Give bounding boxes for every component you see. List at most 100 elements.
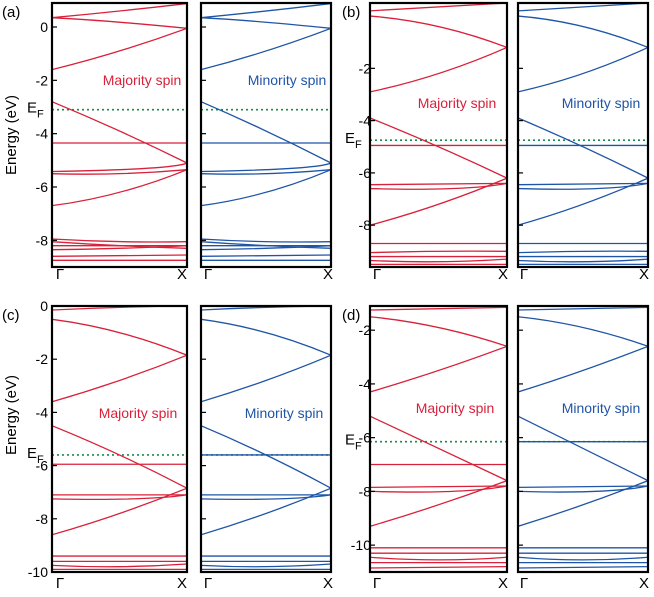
y-tick-label: -8 [36, 511, 49, 527]
band-line [52, 425, 187, 489]
plot-frame [199, 304, 333, 574]
svg-text:EF: EF [27, 445, 44, 466]
band-line [518, 3, 648, 12]
band-line [201, 245, 331, 251]
band-line [370, 485, 507, 493]
plot-frame [516, 1, 650, 269]
band-line [370, 306, 507, 311]
y-tick-labels: -2 -4 -6 -8 [359, 60, 372, 233]
band-line [370, 345, 507, 393]
band-line [370, 117, 507, 179]
band-line [370, 415, 507, 482]
fermi-label: EF [27, 445, 44, 466]
band-line [52, 254, 187, 257]
band-line [518, 46, 648, 93]
y-axis-title-top: Energy (eV) [3, 95, 20, 175]
band-line [518, 485, 648, 493]
band-line [201, 354, 331, 403]
band-line [518, 250, 648, 254]
band-line [201, 425, 331, 489]
fermi-label: EF [345, 130, 362, 151]
band-line [201, 241, 331, 249]
x-tick-x: X [498, 266, 508, 283]
y-tick-label: -6 [359, 430, 372, 446]
plot-frame [199, 1, 333, 269]
band-line [370, 177, 507, 226]
y-tick-label: -6 [36, 179, 49, 195]
band-line [518, 345, 648, 393]
x-tick-x: X [323, 266, 333, 283]
y-tick-label: -8 [36, 232, 49, 248]
majority-spin-label: Majority spin [418, 95, 497, 111]
band-line [370, 46, 507, 93]
y-tick-labels: 0 -2 -4 -6 -8 -10 [28, 298, 48, 580]
band-line [370, 258, 507, 263]
x-tick-gamma: Γ [204, 575, 212, 592]
band-line [518, 556, 648, 561]
panel-label: (d) [342, 307, 360, 324]
band-line [201, 27, 331, 71]
band-line [52, 169, 187, 175]
x-tick-gamma: Γ [520, 575, 528, 592]
panel-label: (c) [2, 307, 20, 324]
bands [52, 3, 187, 261]
band-line [518, 182, 648, 190]
y-tick-label: -2 [359, 322, 372, 338]
svg-text:EF: EF [27, 100, 44, 121]
band-line [370, 480, 507, 527]
band-line [518, 182, 648, 186]
plot-frame [516, 304, 650, 574]
band-line [201, 169, 331, 207]
band-line [201, 238, 331, 243]
x-tick-x: X [639, 266, 649, 283]
majority-spin-plot: Majority spin Γ X [50, 1, 189, 283]
x-tick-x: X [498, 575, 508, 592]
band-line [201, 3, 331, 19]
minority-spin-label: Minority spin [248, 72, 327, 88]
minority-spin-plot: Minority spin Γ X [516, 1, 650, 283]
band-line [518, 415, 648, 482]
svg-text:EF: EF [345, 130, 362, 151]
y-tick-label: -4 [359, 376, 372, 392]
y-tick-label: -10 [28, 564, 48, 580]
y-tick-label: -6 [36, 458, 49, 474]
bands [52, 306, 187, 570]
x-tick-x: X [177, 266, 187, 283]
y-tick-label: -2 [36, 72, 49, 88]
band-line [518, 485, 648, 489]
majority-spin-plot: Majority spin Γ X [368, 1, 509, 283]
y-tick-label: 0 [40, 19, 48, 35]
band-line [201, 17, 331, 29]
band-line [52, 563, 187, 568]
svg-text:EF: EF [345, 432, 362, 453]
y-tick-label: -4 [36, 404, 49, 420]
bands [201, 3, 331, 261]
x-tick-gamma: Γ [520, 266, 528, 283]
band-line [370, 182, 507, 190]
y-tick-label: -2 [359, 60, 372, 76]
band-line [370, 250, 507, 254]
bands [518, 306, 648, 569]
bands [370, 3, 507, 266]
band-line [52, 238, 187, 243]
band-line [201, 101, 331, 164]
band-line [518, 117, 648, 179]
x-tick-gamma: Γ [56, 575, 64, 592]
band-line [52, 101, 187, 164]
majority-spin-label: Majority spin [99, 405, 178, 421]
bands [201, 306, 331, 570]
band-line [518, 177, 648, 226]
band-line [52, 27, 187, 71]
y-tick-label: -8 [359, 483, 372, 499]
panel-label: (b) [342, 4, 360, 21]
band-line [201, 494, 331, 500]
band-line [370, 15, 507, 49]
bands [518, 3, 648, 266]
y-tick-label: -10 [351, 537, 371, 553]
y-tick-label: -2 [36, 351, 49, 367]
y-tick-label: -6 [359, 165, 372, 181]
band-line [201, 563, 331, 568]
plot-frame [368, 304, 509, 574]
fermi-label: EF [27, 100, 44, 121]
